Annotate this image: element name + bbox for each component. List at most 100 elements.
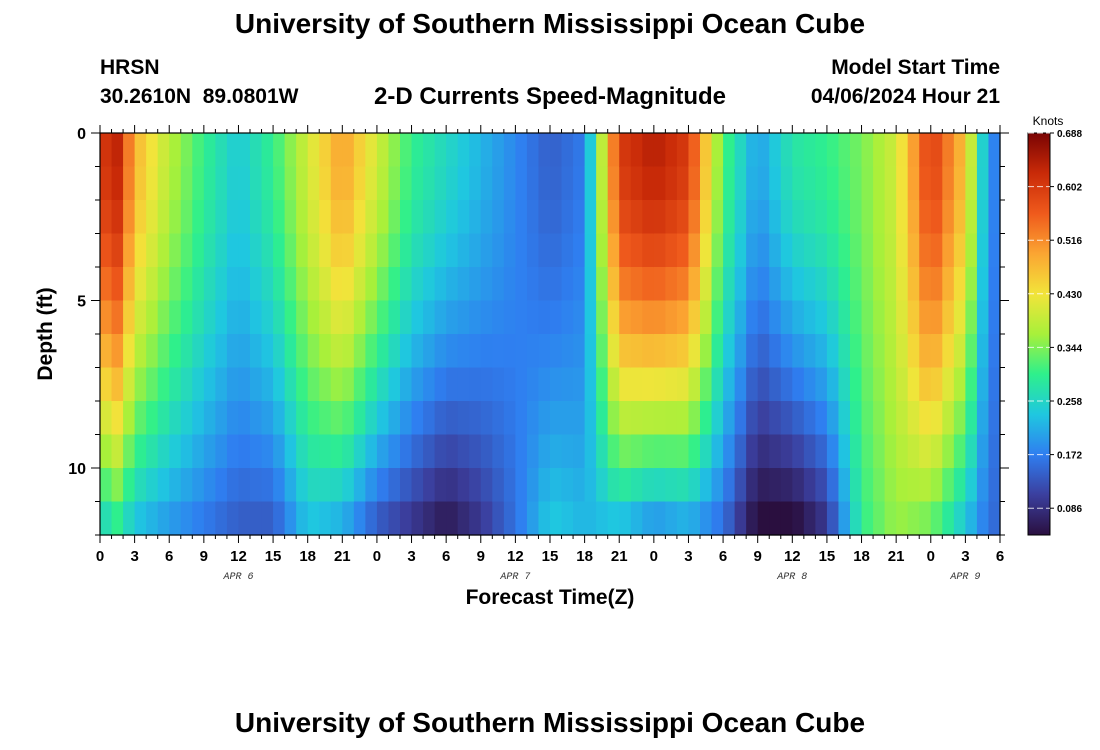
heatmap-cell	[711, 334, 724, 369]
heatmap-cell	[792, 133, 805, 168]
heatmap-cell	[353, 367, 366, 402]
heatmap-cell	[642, 468, 655, 503]
heatmap-cell	[838, 200, 851, 235]
heatmap-cell	[238, 233, 251, 268]
heatmap-cell	[515, 233, 528, 268]
heatmap-cell	[388, 434, 401, 469]
heatmap-cell	[942, 133, 955, 168]
heatmap-cell	[734, 334, 747, 369]
heatmap-cell	[226, 501, 240, 536]
heatmap-cell	[676, 434, 690, 469]
heatmap-cell	[988, 267, 1001, 302]
heatmap-cell	[861, 401, 874, 436]
heatmap-cell	[642, 334, 655, 369]
heatmap-cell	[561, 367, 574, 402]
heatmap-cell	[134, 501, 147, 536]
heatmap-cell	[284, 300, 297, 335]
heatmap-cell	[365, 367, 378, 402]
heatmap-cell	[746, 267, 759, 302]
heatmap-cell	[100, 434, 113, 469]
heatmap-cell	[919, 300, 932, 335]
heatmap-cell	[919, 334, 932, 369]
heatmap-cell	[388, 267, 401, 302]
heatmap-cell	[665, 468, 678, 503]
heatmap-cell	[642, 367, 655, 402]
colorbar-tick-label: 0.688	[1057, 129, 1082, 140]
heatmap-cell	[550, 401, 563, 436]
date-label: APR 9	[949, 572, 980, 583]
heatmap-cell	[526, 468, 540, 503]
heatmap-cell	[700, 200, 713, 235]
heatmap-cell	[561, 166, 574, 201]
heatmap-cell	[423, 233, 436, 268]
heatmap-cell	[561, 300, 574, 335]
heatmap-cell	[584, 267, 597, 302]
heatmap-cell	[607, 501, 620, 536]
heatmap-cell	[988, 300, 1001, 335]
heatmap-cell	[296, 300, 309, 335]
heatmap-cell	[457, 233, 470, 268]
heatmap-cell	[307, 434, 320, 469]
heatmap-cell	[734, 300, 747, 335]
heatmap-cell	[965, 434, 978, 469]
heatmap-cell	[584, 300, 597, 335]
heatmap-cell	[919, 267, 932, 302]
heatmap-cell	[169, 401, 182, 436]
heatmap-cell	[815, 367, 828, 402]
colorbar-tick-label: 0.172	[1057, 451, 1082, 462]
heatmap-cell	[134, 468, 147, 503]
heatmap-cell	[400, 233, 413, 268]
heatmap-cell	[700, 334, 713, 369]
heatmap-cell	[226, 334, 240, 369]
heatmap-cell	[226, 267, 240, 302]
heatmap-cell	[503, 401, 516, 436]
heatmap-cell	[457, 133, 470, 168]
heatmap-cell	[953, 133, 966, 168]
heatmap-cell	[111, 133, 124, 168]
heatmap-cell	[261, 501, 274, 536]
heatmap-cell	[688, 300, 701, 335]
heatmap-cell	[723, 200, 736, 235]
heatmap-cell	[388, 334, 401, 369]
colorbar-ticks: 0.688 0.602 0.516 0.430 0.344 0.258 0.172 0.086	[1028, 129, 1082, 515]
heatmap-cell	[884, 434, 897, 469]
main-title: University of Southern Mississippi Ocean…	[234, 8, 866, 39]
heatmap-cell	[688, 501, 701, 536]
heatmap-cell	[930, 200, 943, 235]
heatmap-cell	[307, 200, 320, 235]
heatmap-cell	[215, 200, 228, 235]
heatmap-cell	[169, 300, 182, 335]
heatmap-cell	[319, 401, 332, 436]
heatmap-cell	[180, 166, 193, 201]
heatmap-cell	[376, 233, 390, 268]
heatmap-cell	[273, 401, 286, 436]
heatmap-cell	[861, 267, 874, 302]
heatmap-cell	[711, 367, 724, 402]
heatmap-cell	[619, 401, 632, 436]
heatmap-cell	[665, 401, 678, 436]
heatmap-cell	[988, 468, 1001, 503]
heatmap-cell	[238, 300, 251, 335]
x-tick-label: 0	[927, 548, 935, 565]
heatmap-cell	[630, 367, 643, 402]
heatmap-cell	[365, 267, 378, 302]
heatmap-cell	[907, 367, 920, 402]
heatmap-cell	[757, 133, 770, 168]
heatmap-cell	[723, 334, 736, 369]
heatmap-cell	[815, 401, 828, 436]
heatmap-cell	[423, 334, 436, 369]
heatmap-cell	[688, 133, 701, 168]
heatmap-cell	[250, 166, 263, 201]
heatmap-cell	[607, 401, 620, 436]
heatmap-cell	[146, 166, 159, 201]
heatmap-cell	[123, 166, 136, 201]
x-tick-label: 9	[754, 548, 762, 565]
heatmap-cell	[942, 367, 955, 402]
heatmap-cell	[261, 300, 274, 335]
heatmap-cell	[746, 468, 759, 503]
heatmap-cell	[411, 501, 424, 536]
heatmap-cell	[157, 300, 170, 335]
heatmap-cell	[953, 501, 966, 536]
heatmap-cell	[434, 334, 447, 369]
heatmap-cell	[446, 267, 459, 302]
